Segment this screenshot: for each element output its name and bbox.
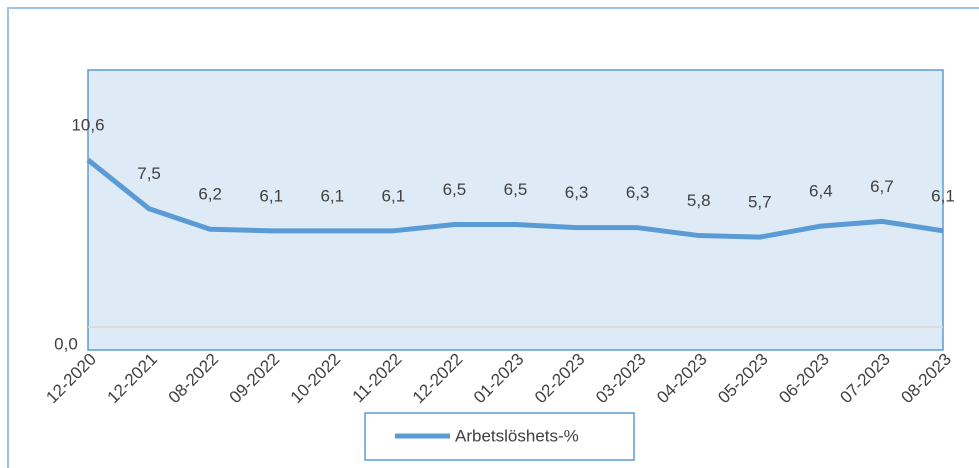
y-tick-label: 0,0 [54,334,78,353]
data-label: 6,3 [626,183,650,202]
data-label: 6,1 [382,186,406,205]
data-label: 6,5 [443,180,467,199]
data-label: 6,1 [931,186,955,205]
data-label: 5,8 [687,191,711,210]
data-label: 5,7 [748,193,772,212]
legend-label: Arbetslöshets-% [455,426,579,445]
data-label: 6,1 [320,186,344,205]
data-label: 6,2 [198,185,222,204]
data-label: 6,3 [565,183,589,202]
data-label: 6,5 [504,180,528,199]
data-label: 6,4 [809,182,833,201]
data-label: 6,7 [870,177,894,196]
series-line [86,157,944,240]
plot-area [87,69,944,351]
data-label: 6,1 [259,186,283,205]
data-label: 10,6 [71,115,104,134]
data-label: 7,5 [137,164,161,183]
